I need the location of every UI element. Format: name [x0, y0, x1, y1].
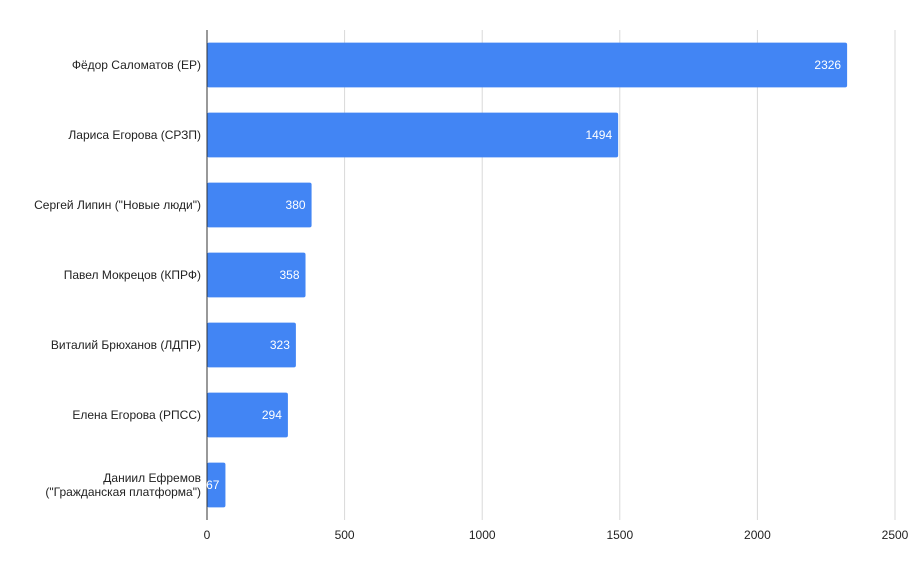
category-labels: Фёдор Саломатов (ЕР) Лариса Егорова (СРЗП… — [34, 58, 201, 499]
category-label-2: Сергей Липин ("Новые люди") — [34, 198, 201, 212]
data-label-6: 67 — [206, 478, 220, 492]
bar-4 — [207, 322, 296, 368]
bars — [207, 42, 848, 508]
category-label-3: Павел Мокрецов (КПРФ) — [64, 268, 201, 282]
x-tick-1500: 1500 — [606, 528, 633, 542]
data-label-3: 358 — [279, 268, 299, 282]
category-label-6: Даниил Ефремов ("Гражданская платформа") — [45, 471, 201, 499]
data-label-2: 380 — [286, 198, 306, 212]
x-tick-labels: 0 500 1000 1500 2000 2500 — [204, 528, 909, 542]
data-label-5: 294 — [262, 408, 282, 422]
x-tick-2000: 2000 — [744, 528, 771, 542]
bar-3 — [207, 252, 306, 298]
x-tick-500: 500 — [335, 528, 355, 542]
data-label-0: 2326 — [814, 58, 841, 72]
bar-5 — [207, 392, 288, 438]
bar-1 — [207, 112, 619, 158]
x-tick-1000: 1000 — [469, 528, 496, 542]
category-label-1: Лариса Егорова (СРЗП) — [68, 128, 201, 142]
data-label-1: 1494 — [585, 128, 612, 142]
bar-2 — [207, 182, 312, 228]
x-tick-2500: 2500 — [882, 528, 909, 542]
category-label-5: Елена Егорова (РПСС) — [72, 408, 201, 422]
bar-0 — [207, 42, 848, 88]
x-tick-0: 0 — [204, 528, 211, 542]
data-label-4: 323 — [270, 338, 290, 352]
gridlines — [344, 30, 896, 520]
category-label-4: Виталий Брюханов (ЛДПР) — [51, 338, 201, 352]
category-label-0: Фёдор Саломатов (ЕР) — [72, 58, 201, 72]
bar-6 — [207, 462, 226, 508]
data-labels: 2326 1494 380 358 323 294 67 — [206, 58, 841, 492]
